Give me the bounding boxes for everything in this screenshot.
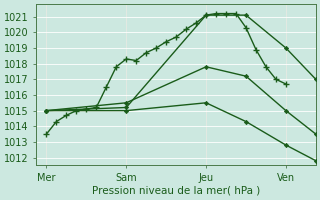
X-axis label: Pression niveau de la mer( hPa ): Pression niveau de la mer( hPa ) [92, 186, 260, 196]
